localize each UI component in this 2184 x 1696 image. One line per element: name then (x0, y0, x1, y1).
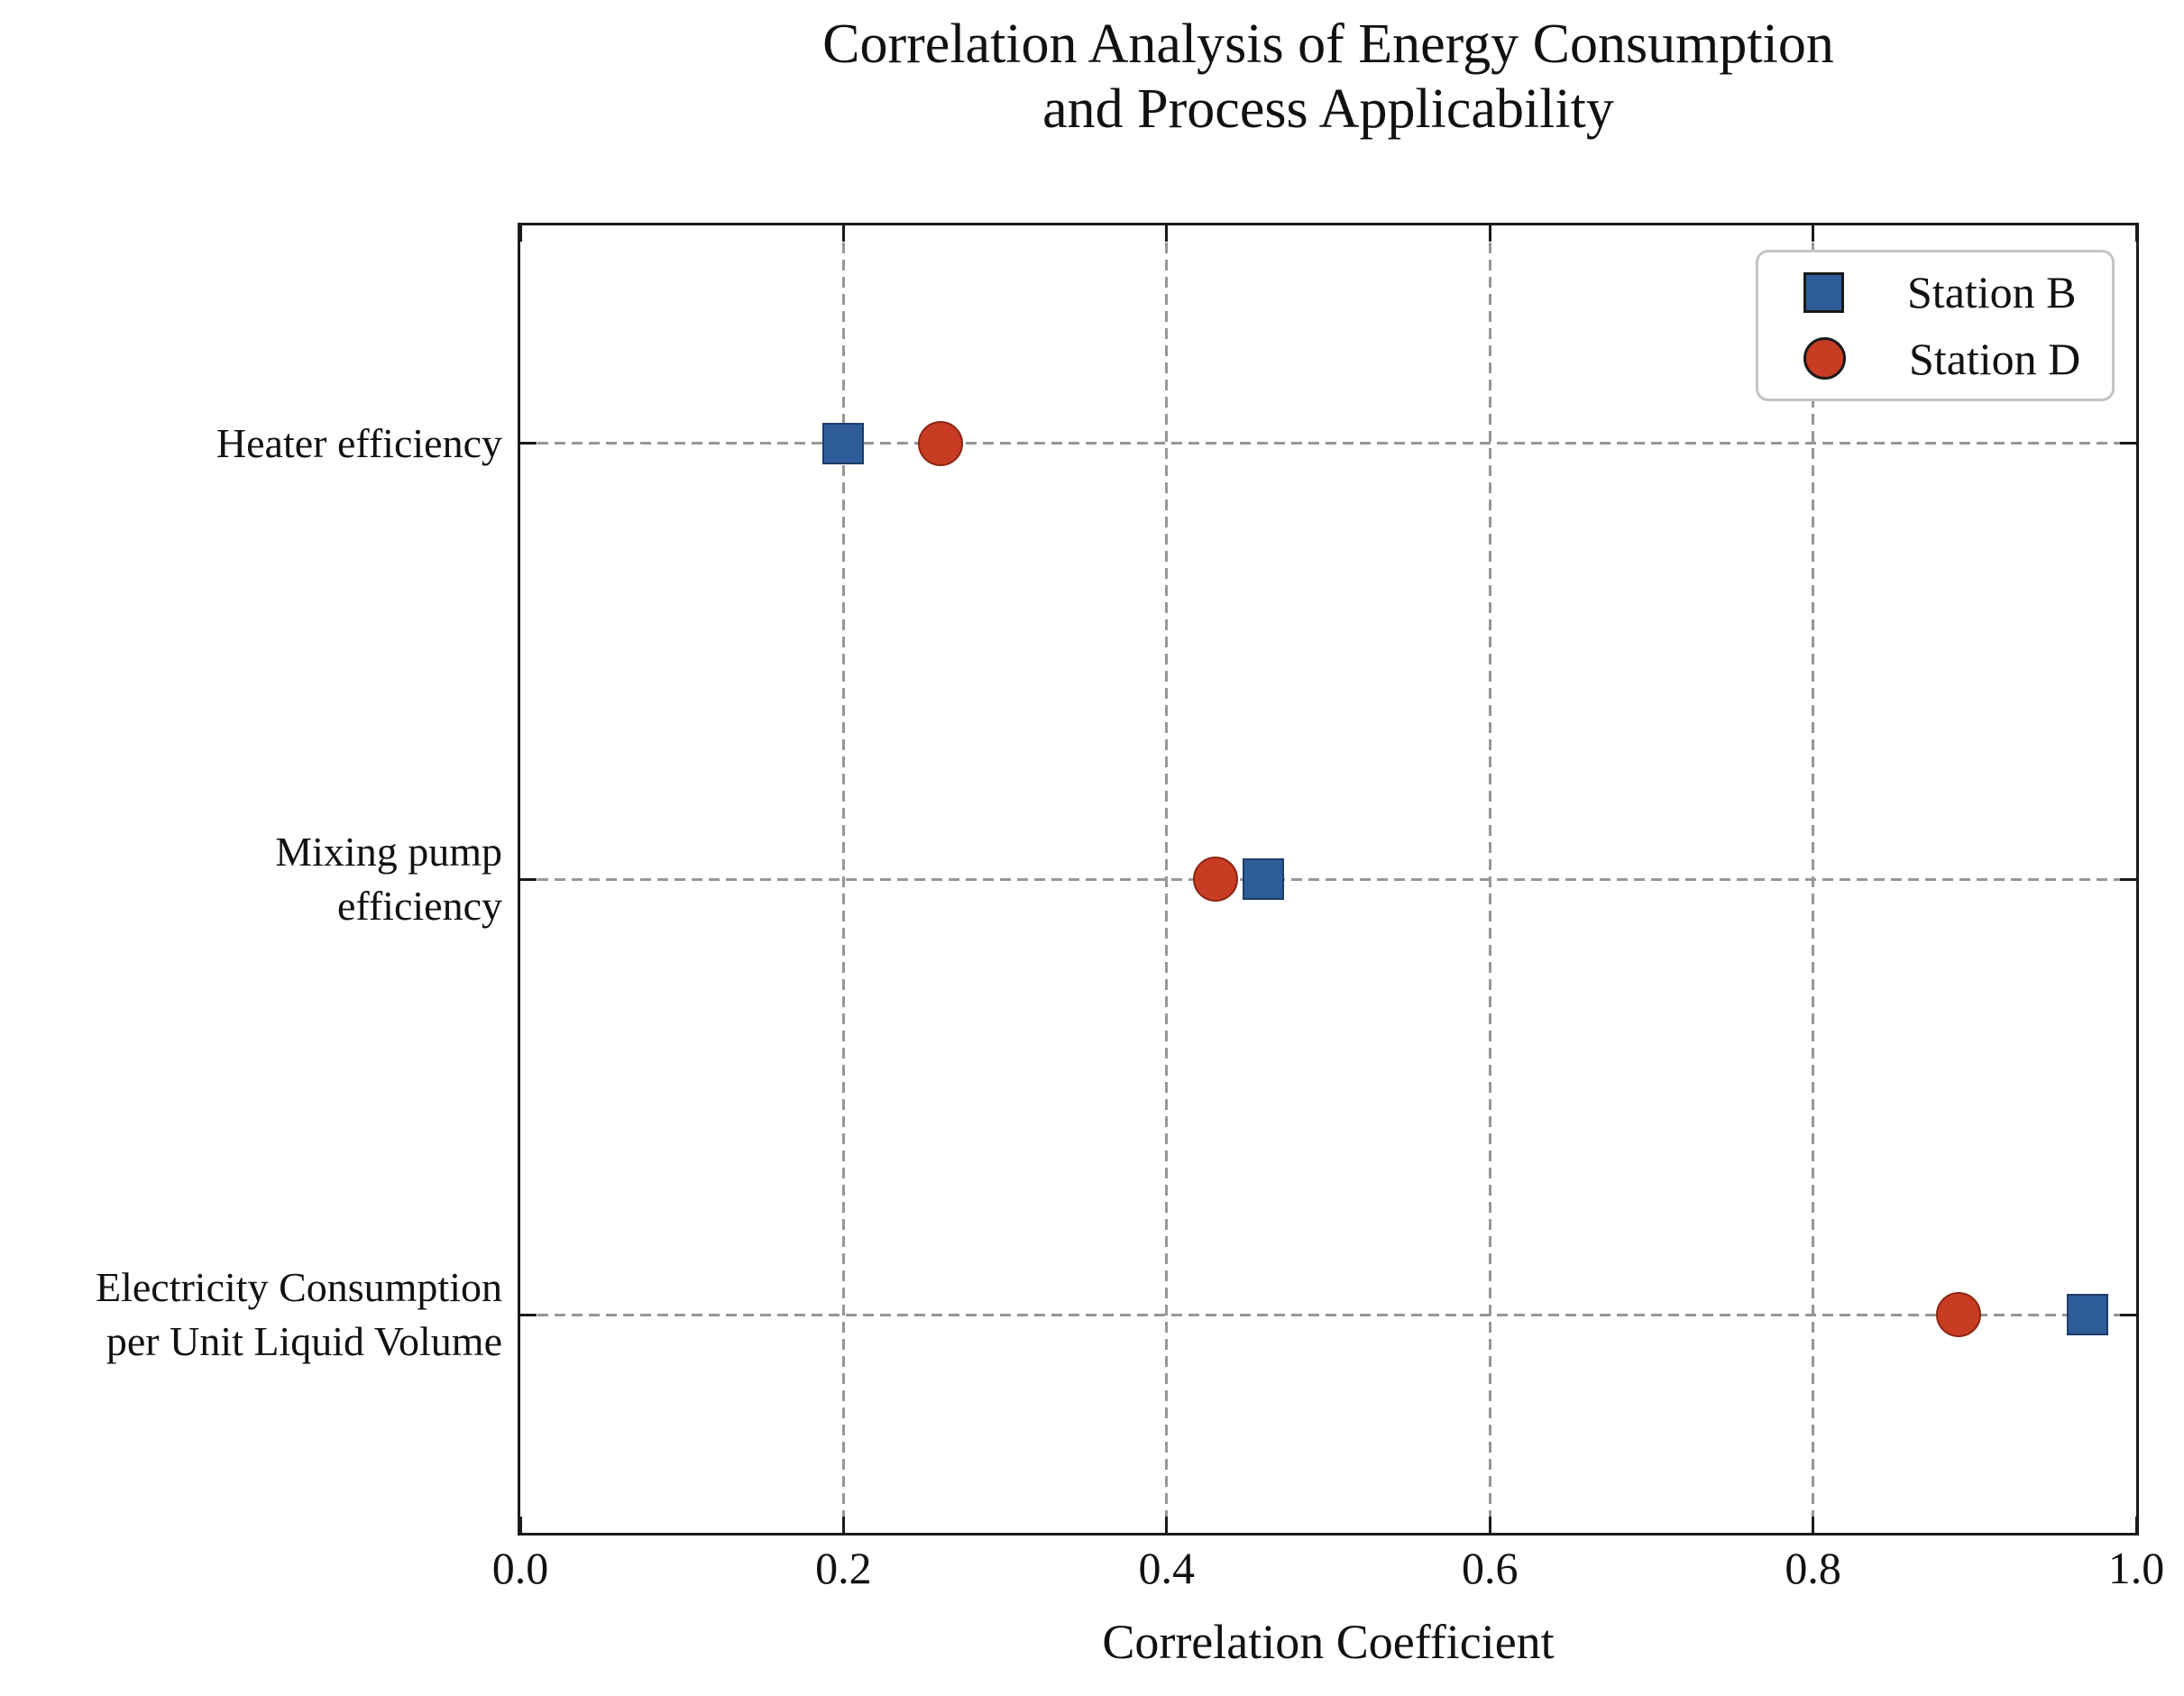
y-tick-left (520, 877, 537, 881)
x-tick-bottom (1812, 1517, 1815, 1533)
data-point-station-b (2067, 1294, 2109, 1336)
x-axis-label: Correlation Coefficient (1102, 1615, 1555, 1669)
legend-marker-circle-icon (1803, 337, 1846, 380)
y-tick-left (520, 1313, 537, 1316)
legend-item-label: Station D (1909, 333, 2081, 384)
legend: Station B Station D (1756, 250, 2115, 401)
x-tick-label: 0.8 (1785, 1543, 1841, 1593)
x-tick-label: 1.0 (2107, 1543, 2165, 1593)
x-tick-bottom (518, 1517, 522, 1533)
category-label: Heater efficiency (216, 419, 502, 466)
x-tick-top (518, 225, 522, 242)
y-tick-left (520, 442, 537, 445)
x-tick-top (2134, 225, 2138, 242)
x-tick-bottom (2134, 1517, 2138, 1533)
data-point-station-b (822, 422, 865, 464)
gridline-horizontal (520, 877, 2136, 881)
x-tick-top (1165, 225, 1169, 242)
x-tick-label: 0.2 (815, 1543, 872, 1593)
x-tick-label: 0.4 (1138, 1543, 1196, 1593)
legend-item-station-d: Station D (1803, 333, 2112, 385)
x-tick-bottom (1165, 1517, 1169, 1533)
x-tick-top (841, 225, 845, 242)
y-tick-right (2120, 442, 2136, 445)
category-label: Electricity Consumption per Unit Liquid … (96, 1264, 502, 1365)
x-tick-bottom (841, 1517, 845, 1533)
x-tick-bottom (1488, 1517, 1491, 1533)
legend-item-label: Station B (1907, 267, 2077, 318)
gridline-horizontal (520, 1313, 2136, 1316)
x-tick-label: 0.0 (491, 1543, 549, 1593)
x-tick-label: 0.6 (1461, 1543, 1519, 1593)
x-tick-top (1488, 225, 1491, 242)
data-point-station-b (1243, 858, 1285, 900)
gridline-horizontal (520, 442, 2136, 445)
legend-marker-square-icon (1803, 271, 1844, 313)
data-point-station-d (1192, 857, 1238, 902)
y-tick-right (2120, 1313, 2136, 1316)
legend-item-station-b: Station B (1803, 266, 2112, 318)
x-tick-top (1812, 225, 1815, 242)
data-point-station-d (917, 420, 963, 466)
category-label: Mixing pump efficiency (275, 829, 502, 929)
y-tick-right (2120, 877, 2136, 881)
chart-title: Correlation Analysis of Energy Consumpti… (822, 14, 1834, 140)
data-point-station-d (1935, 1292, 1981, 1338)
